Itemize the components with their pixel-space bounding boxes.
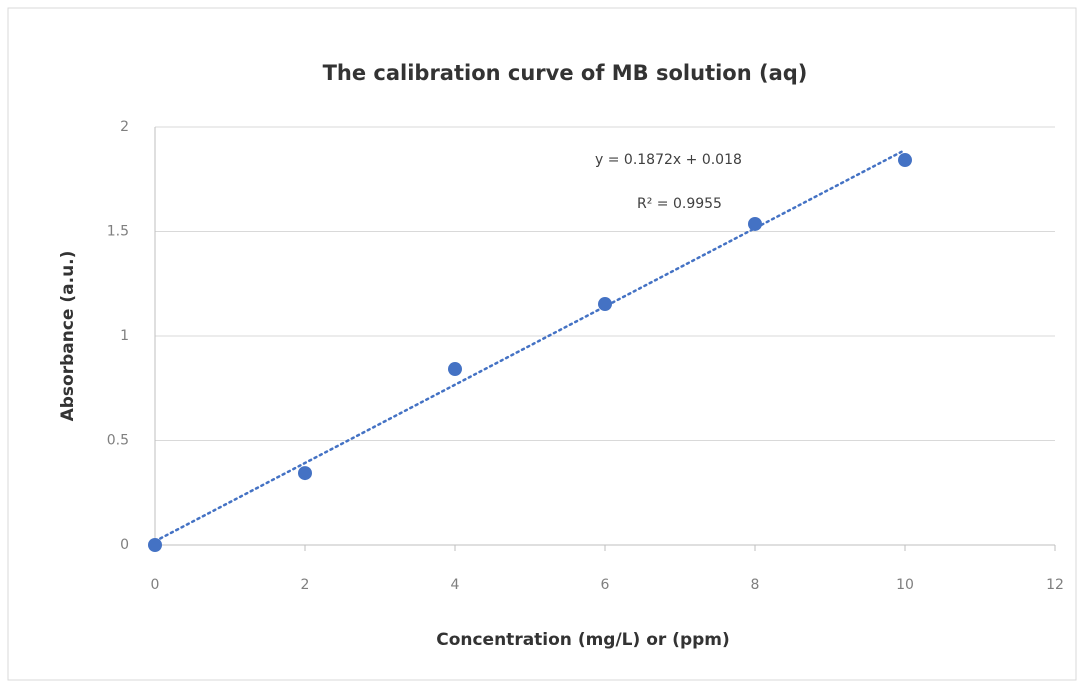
chart-border [8, 8, 1076, 680]
y-axis-title: Absorbance (a.u.) [58, 251, 78, 422]
trendline-equation: y = 0.1872x + 0.018 [595, 152, 742, 168]
y-tick-label: 0.5 [107, 433, 129, 449]
trendline-r2: R² = 0.9955 [637, 196, 722, 212]
x-tick-label: 12 [1046, 577, 1064, 593]
y-tick-label: 1 [120, 328, 129, 344]
y-tick-label: 0 [120, 537, 129, 553]
x-tick-label: 10 [896, 577, 914, 593]
data-point [148, 538, 162, 552]
y-tick-label: 2 [120, 119, 129, 135]
x-tick-label: 8 [751, 577, 760, 593]
data-point [448, 362, 462, 376]
data-point [748, 217, 762, 231]
chart-title: The calibration curve of MB solution (aq… [323, 61, 808, 85]
x-tick-label: 4 [451, 577, 460, 593]
y-tick-label: 1.5 [107, 224, 129, 240]
chart: The calibration curve of MB solution (aq… [0, 0, 1085, 688]
data-point [598, 297, 612, 311]
data-point [298, 466, 312, 480]
x-axis-title: Concentration (mg/L) or (ppm) [436, 630, 730, 650]
data-point [898, 153, 912, 167]
x-tick-label: 2 [301, 577, 310, 593]
x-tick-label: 0 [151, 577, 160, 593]
x-tick-label: 6 [601, 577, 610, 593]
